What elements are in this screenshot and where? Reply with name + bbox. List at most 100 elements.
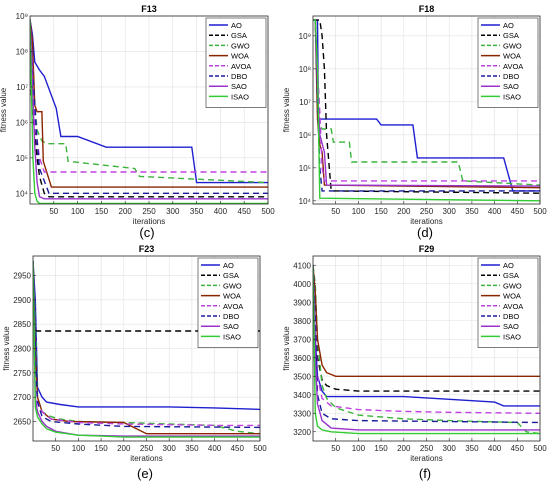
x-tick-label: 400	[488, 444, 502, 453]
x-tick-label: 100	[352, 444, 366, 453]
chart-title: F18	[419, 4, 435, 14]
x-tick-label: 100	[71, 207, 85, 216]
legend-label-gsa: GSA	[503, 271, 519, 280]
legend-label-avoa: AVOA	[503, 62, 523, 71]
x-tick-label: 500	[261, 207, 275, 216]
legend-label-isao: ISAO	[223, 332, 241, 341]
legend-label-avoa: AVOA	[503, 302, 523, 311]
legend-label-ao: AO	[231, 21, 242, 30]
legend-label-avoa: AVOA	[231, 62, 251, 71]
y-tick-label: 10⁸	[299, 65, 311, 74]
x-tick-label: 200	[397, 207, 411, 216]
series-line-ao	[30, 19, 268, 184]
legend-label-isao: ISAO	[231, 92, 249, 101]
y-axis-label: fitness value	[282, 87, 291, 132]
x-tick-label: 50	[331, 207, 340, 216]
x-tick-label: 250	[140, 444, 154, 453]
x-tick-label: 350	[185, 444, 199, 453]
series-line-woa	[30, 19, 268, 188]
legend-label-woa: WOA	[503, 52, 521, 61]
y-tick-label: 2850	[13, 320, 31, 329]
x-tick-label: 250	[420, 444, 434, 453]
legend-label-dbo: DBO	[503, 72, 519, 81]
chart-panel-F13: 50 100 150 200 250 300 350 400 450 500 10⁴ 10⁵ 10⁶ 10…	[0, 4, 275, 240]
y-tick-label: 2800	[13, 345, 31, 354]
legend-label-woa: WOA	[223, 292, 241, 301]
x-tick-label: 450	[511, 207, 525, 216]
x-axis-label: iterations	[410, 454, 442, 463]
panel-caption: (f)	[419, 466, 431, 481]
y-tick-label: 3400	[293, 391, 311, 400]
x-tick-label: 100	[352, 207, 366, 216]
x-tick-label: 300	[163, 444, 177, 453]
legend-box	[205, 17, 267, 108]
legend-label-sao: SAO	[503, 322, 519, 331]
y-tick-label: 10⁹	[16, 12, 28, 21]
y-tick-label: 3700	[293, 335, 311, 344]
panel-caption: (c)	[139, 225, 154, 240]
y-tick-label: 2750	[13, 369, 31, 378]
x-axis-label: iterations	[410, 217, 442, 226]
x-tick-label: 200	[119, 207, 133, 216]
legend-label-woa: WOA	[503, 292, 521, 301]
legend-label-gsa: GSA	[231, 31, 247, 40]
y-tick-label: 10⁴	[16, 189, 29, 198]
x-tick-label: 400	[208, 444, 222, 453]
x-tick-label: 350	[190, 207, 204, 216]
series-line-isao	[313, 19, 540, 202]
x-tick-label: 150	[374, 444, 388, 453]
legend-label-avoa: AVOA	[223, 302, 243, 311]
y-tick-label: 4000	[293, 280, 311, 289]
y-tick-label: 3500	[293, 372, 311, 381]
x-axis-label: iterations	[133, 217, 165, 226]
chart-panel-F23: 50 100 150 200 250 300 350 400 450 500 2650 2700 275…	[2, 244, 267, 481]
x-tick-label: 450	[511, 444, 525, 453]
y-tick-label: 3200	[293, 428, 311, 437]
x-tick-label: 150	[95, 207, 109, 216]
legend-label-woa: WOA	[231, 52, 249, 61]
x-tick-label: 50	[49, 207, 58, 216]
panel-caption: (e)	[137, 466, 153, 481]
y-tick-label: 3900	[293, 298, 311, 307]
x-tick-label: 350	[465, 207, 479, 216]
y-tick-label: 10⁵	[299, 164, 311, 173]
legend-label-gwo: GWO	[231, 41, 250, 50]
y-axis-label: fitness value	[0, 87, 8, 132]
y-tick-label: 2950	[13, 271, 31, 280]
series-line-gsa	[313, 265, 540, 392]
x-tick-label: 150	[94, 444, 108, 453]
x-tick-label: 50	[331, 444, 340, 453]
y-axis-label: fitness value	[2, 326, 11, 371]
legend-label-ao: AO	[223, 261, 234, 270]
x-tick-label: 450	[231, 444, 245, 453]
y-tick-label: 2650	[13, 418, 31, 427]
y-tick-label: 10⁶	[16, 118, 28, 127]
x-tick-label: 350	[465, 444, 479, 453]
y-tick-label: 10⁴	[299, 197, 312, 206]
x-tick-label: 50	[51, 444, 60, 453]
x-tick-label: 450	[238, 207, 252, 216]
legend-label-sao: SAO	[231, 82, 247, 91]
legend-box	[477, 257, 539, 348]
series-line-ao	[33, 260, 260, 411]
series-line-isao	[33, 260, 260, 438]
x-tick-label: 500	[533, 207, 547, 216]
x-tick-label: 500	[533, 444, 547, 453]
chart-title: F29	[419, 244, 435, 254]
y-tick-label: 10⁸	[16, 47, 28, 56]
series-line-sao	[30, 19, 268, 200]
legend-label-ao: AO	[503, 261, 514, 270]
legend-label-isao: ISAO	[503, 92, 521, 101]
x-tick-label: 200	[117, 444, 131, 453]
x-tick-label: 100	[72, 444, 86, 453]
legend-box	[477, 17, 539, 108]
chart-panel-F18: 50 100 150 200 250 300 350 400 450 500 10⁴ 10⁵ 10⁶ 10…	[282, 4, 547, 240]
y-tick-label: 10⁹	[299, 32, 311, 41]
y-tick-label: 2900	[13, 296, 31, 305]
chart-panel-F29: 50 100 150 200 250 300 350 400 450 500 3200 3300 340…	[282, 244, 547, 481]
